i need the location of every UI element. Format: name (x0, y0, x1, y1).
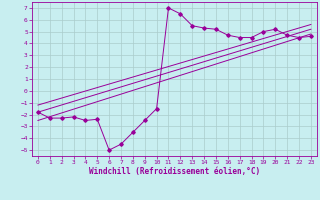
X-axis label: Windchill (Refroidissement éolien,°C): Windchill (Refroidissement éolien,°C) (89, 167, 260, 176)
